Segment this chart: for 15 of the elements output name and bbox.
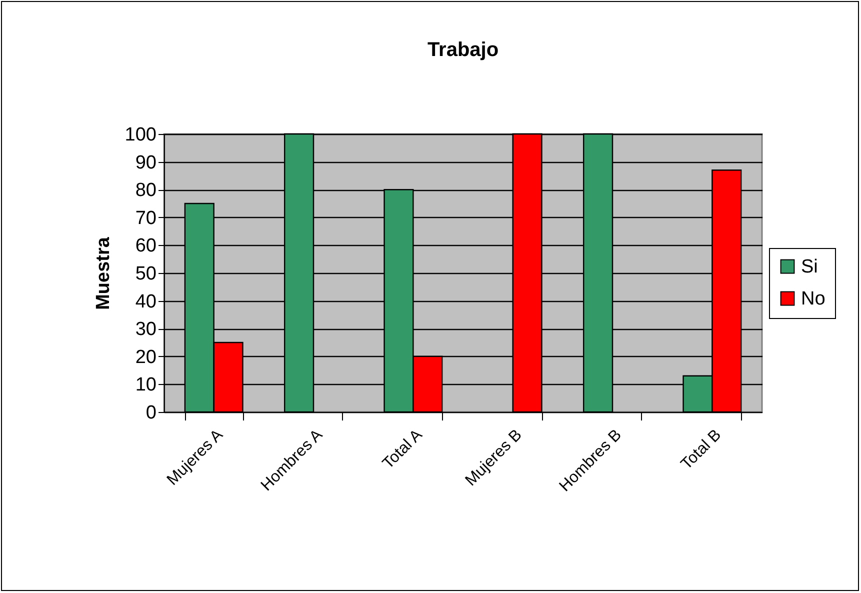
y-tick-label: 70 bbox=[135, 208, 156, 229]
legend-label: No bbox=[801, 288, 826, 310]
legend-label: Si bbox=[801, 256, 818, 278]
y-tick-label: 0 bbox=[146, 402, 156, 424]
chart-title: Trabajo bbox=[427, 39, 499, 61]
y-tick-label: 30 bbox=[135, 319, 156, 340]
y-tick-label: 100 bbox=[124, 124, 156, 146]
y-tick-label: 80 bbox=[135, 180, 156, 202]
y-tick-label: 20 bbox=[135, 346, 156, 368]
y-tick-label: 50 bbox=[135, 264, 156, 284]
y-tick-label: 40 bbox=[135, 291, 156, 312]
y-axis-title: Muestra bbox=[92, 236, 114, 310]
y-tick-label: 60 bbox=[135, 236, 156, 257]
y-tick-label: 10 bbox=[135, 374, 156, 396]
y-tick-label: 90 bbox=[135, 152, 156, 174]
